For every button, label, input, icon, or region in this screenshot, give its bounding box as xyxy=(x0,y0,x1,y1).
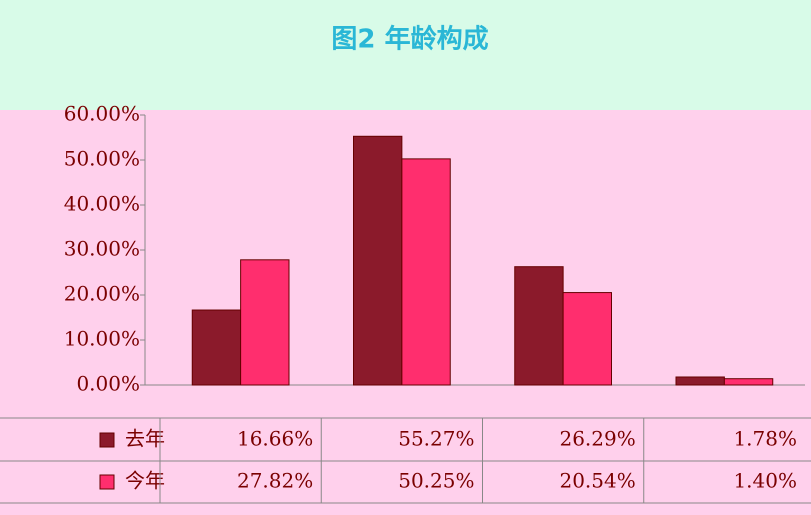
table-cell: 1.40% xyxy=(733,469,797,493)
y-tick-label: 20.00% xyxy=(64,282,140,306)
y-tick-label: 0.00% xyxy=(76,372,140,396)
legend-swatch xyxy=(99,432,115,448)
y-tick-label: 30.00% xyxy=(64,237,140,261)
table-cell: 55.27% xyxy=(398,427,474,451)
y-tick-label: 60.00% xyxy=(64,102,140,126)
chart-title: 图2 年龄构成 xyxy=(331,24,488,55)
title-band xyxy=(0,0,811,110)
table-cell: 27.82% xyxy=(237,469,313,493)
legend-label: 去年 xyxy=(125,427,165,451)
table-cell: 50.25% xyxy=(398,469,474,493)
table-cell: 16.66% xyxy=(237,427,313,451)
y-tick-label: 50.00% xyxy=(64,147,140,171)
bar xyxy=(191,309,242,386)
bar xyxy=(562,292,612,386)
bar xyxy=(514,266,564,386)
bar xyxy=(723,378,774,386)
bar xyxy=(675,376,725,386)
table-cell: 20.54% xyxy=(559,469,635,493)
bar xyxy=(240,259,290,386)
legend-swatch xyxy=(99,474,115,490)
bar xyxy=(401,158,451,386)
y-tick-label: 40.00% xyxy=(64,192,140,216)
bar xyxy=(353,135,403,386)
table-cell: 26.29% xyxy=(559,427,635,451)
table-cell: 1.78% xyxy=(733,427,797,451)
legend-label: 今年 xyxy=(125,469,165,493)
y-tick-label: 10.00% xyxy=(64,327,140,351)
